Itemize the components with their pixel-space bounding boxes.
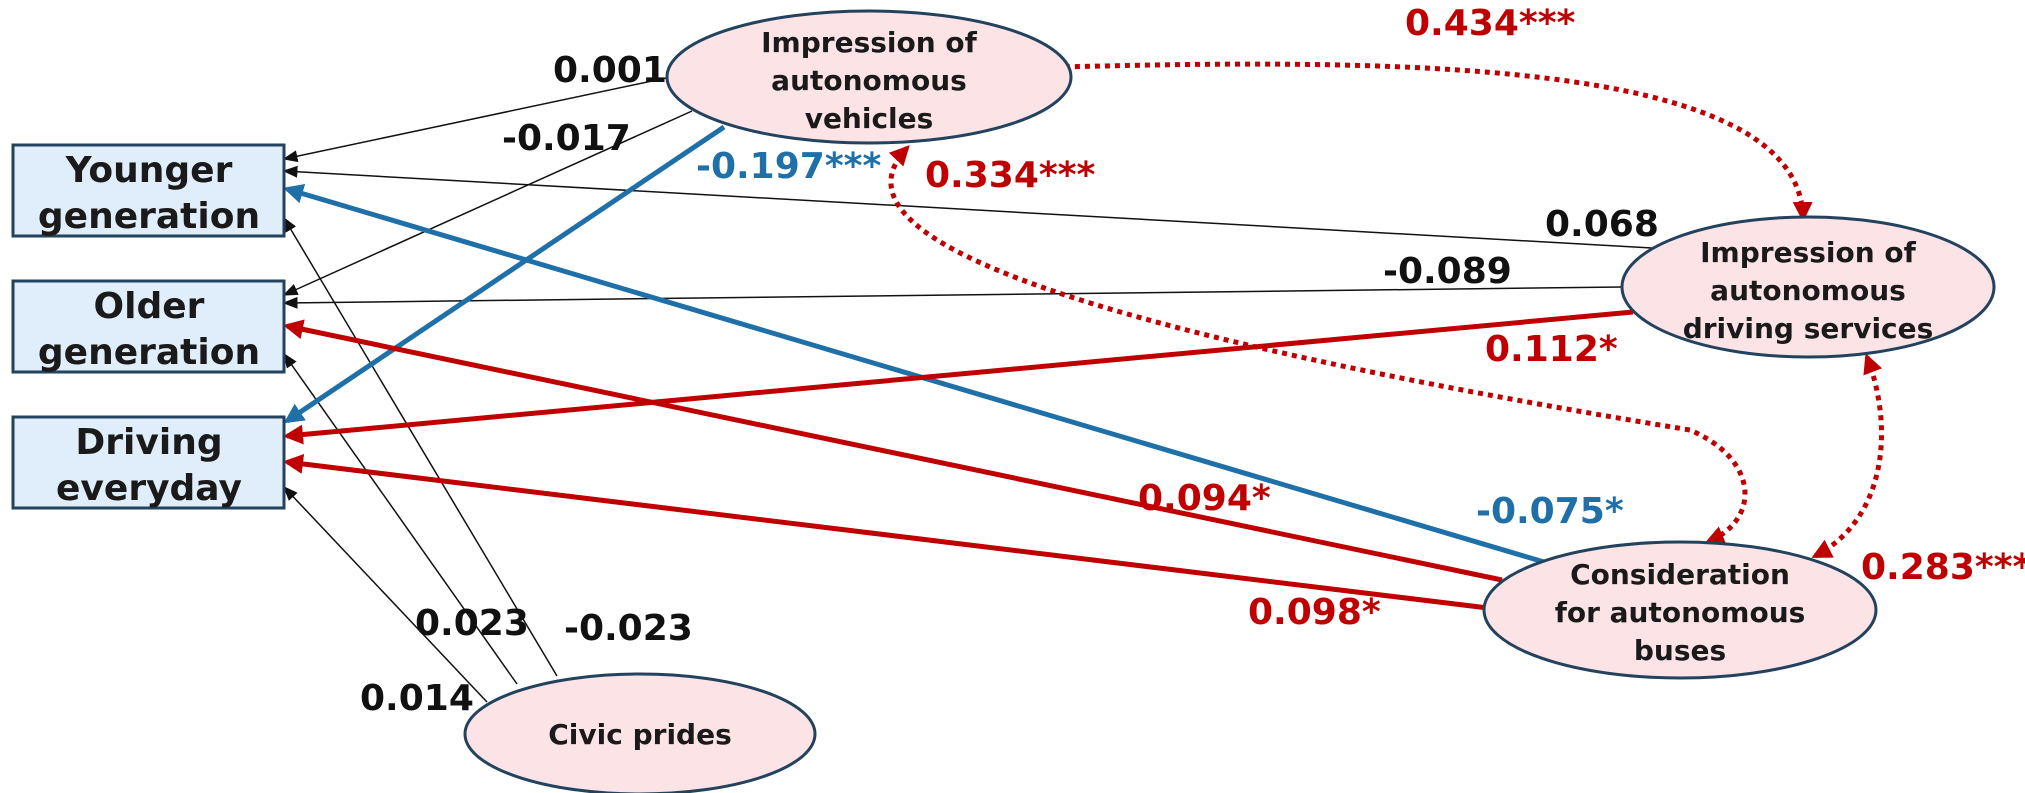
node-driving-label-line2: everyday: [56, 468, 242, 509]
node-civic-prides-label: Civic prides: [548, 718, 732, 751]
coef-impression-av-to-younger: 0.001: [553, 50, 667, 91]
node-impression-ads-line2: autonomous: [1710, 274, 1906, 307]
node-older-generation: Older generation: [11, 279, 286, 374]
coef-impression-ads-to-driving: 0.112*: [1485, 329, 1618, 370]
coef-correlation-ads-buses: 0.283***: [1861, 547, 2025, 588]
node-younger-generation: Younger generation: [11, 143, 286, 238]
coef-impression-ads-to-older: -0.089: [1383, 251, 1512, 292]
coef-consideration-to-older: 0.094*: [1138, 478, 1271, 519]
path-civic-to-younger-arrow: [283, 216, 558, 677]
path-consideration-to-driving-arrow: [283, 454, 1489, 611]
node-consideration-buses: Consideration for autonomous buses: [1482, 540, 1878, 680]
coef-impression-ads-to-younger: 0.068: [1545, 204, 1659, 245]
path-civic-to-older-arrow: [283, 352, 518, 685]
coef-civic-to-younger: -0.023: [564, 608, 693, 649]
node-younger-label-line2: generation: [38, 196, 260, 237]
node-consideration-line2: for autonomous: [1555, 596, 1806, 629]
node-consideration-line1: Consideration: [1570, 558, 1790, 591]
node-older-label-line1: Older: [94, 286, 205, 327]
coef-civic-to-older: 0.023: [415, 603, 529, 644]
node-driving-everyday: Driving everyday: [11, 415, 286, 510]
correlation-av-buses-arrow: [888, 145, 1748, 545]
node-civic-prides: Civic prides: [463, 672, 817, 793]
path-impression-av-to-younger-arrow: [282, 76, 672, 163]
coef-impression-av-to-driving: -0.197***: [696, 146, 881, 187]
correlation-av-ads-arrow: [1021, 57, 1813, 222]
node-impression-av-line3: vehicles: [805, 102, 934, 135]
path-arrows: [282, 57, 1884, 703]
node-impression-av-line2: autonomous: [771, 64, 967, 97]
path-impression-av-to-driving-arrow: [283, 124, 726, 424]
coef-correlation-av-ads: 0.434***: [1405, 3, 1576, 44]
node-younger-label-line1: Younger: [65, 150, 233, 191]
path-consideration-to-older-arrow: [283, 319, 1503, 583]
node-impression-av-line1: Impression of: [761, 26, 978, 59]
coef-consideration-to-driving: 0.098*: [1248, 592, 1381, 633]
path-impression-ads-to-driving-arrow: [283, 309, 1634, 445]
coefficient-labels: 0.001 -0.017 -0.197*** 0.068 -0.089 0.11…: [360, 3, 2025, 719]
node-driving-label-line1: Driving: [75, 422, 222, 463]
path-impression-av-to-older-arrow: [282, 110, 693, 296]
correlation-ads-buses-arrow: [1811, 353, 1884, 559]
node-impression-ads-line3: driving services: [1683, 312, 1934, 345]
node-older-label-line2: generation: [38, 332, 260, 373]
coef-correlation-av-buses: 0.334***: [925, 155, 1096, 196]
node-impression-ads-line1: Impression of: [1700, 236, 1917, 269]
node-consideration-line3: buses: [1634, 634, 1726, 667]
node-impression-av: Impression of autonomous vehicles: [665, 9, 1073, 145]
path-civic-to-driving-arrow: [282, 485, 488, 703]
coef-consideration-to-younger: -0.075*: [1476, 491, 1624, 532]
path-consideration-to-younger-arrow: [283, 183, 1545, 565]
coef-impression-av-to-older: -0.017: [502, 118, 631, 159]
coef-civic-to-driving: 0.014: [360, 678, 474, 719]
node-impression-ads: Impression of autonomous driving service…: [1620, 215, 1996, 359]
